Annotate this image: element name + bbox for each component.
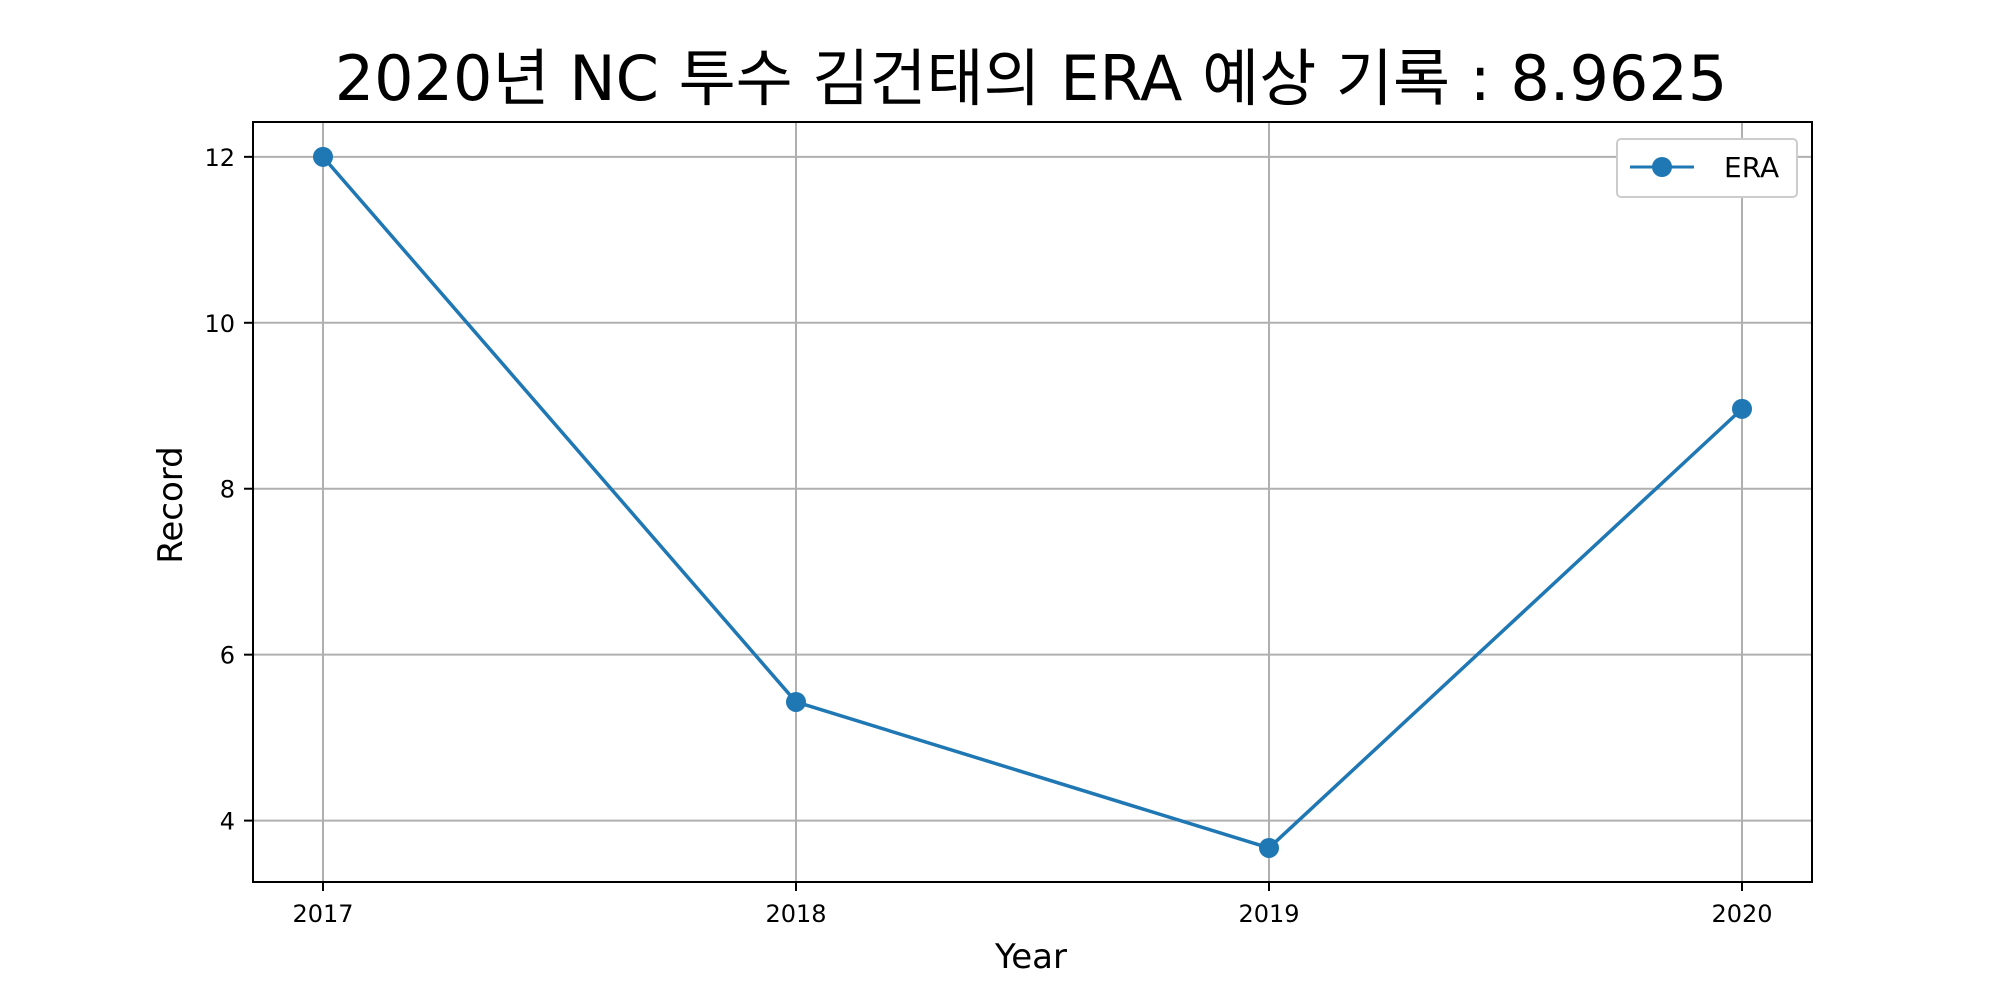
chart-title: 2020년 NC 투수 김건태의 ERA 예상 기록 : 8.9625 xyxy=(335,42,1728,115)
axes-layer: 2017 2018 2019 2020 4 6 8 10 12 xyxy=(204,121,1813,928)
legend-label: ERA xyxy=(1724,151,1779,184)
y-axis-label: Record xyxy=(151,446,191,563)
legend: ERA xyxy=(1616,138,1798,198)
x-tick-label: 2018 xyxy=(765,900,826,928)
data-point xyxy=(313,146,333,167)
plot-frame xyxy=(252,121,1813,883)
series-layer xyxy=(313,146,1752,858)
data-point xyxy=(786,691,806,712)
y-tick-label: 10 xyxy=(204,310,235,338)
y-tick-label: 8 xyxy=(220,476,235,504)
grid-layer xyxy=(253,122,1812,882)
series-line xyxy=(321,155,1744,850)
data-point xyxy=(1732,398,1752,419)
y-tick-label: 6 xyxy=(220,642,235,670)
legend-frame xyxy=(1616,138,1798,198)
x-tick-label: 2019 xyxy=(1238,900,1299,928)
data-point xyxy=(1259,837,1279,858)
x-tick-label: 2020 xyxy=(1711,900,1772,928)
y-tick-label: 4 xyxy=(220,808,235,836)
x-tick-label: 2017 xyxy=(292,900,353,928)
legend-marker xyxy=(1652,157,1672,177)
y-tick-label: 12 xyxy=(204,144,235,172)
x-axis-label: Year xyxy=(994,937,1067,977)
